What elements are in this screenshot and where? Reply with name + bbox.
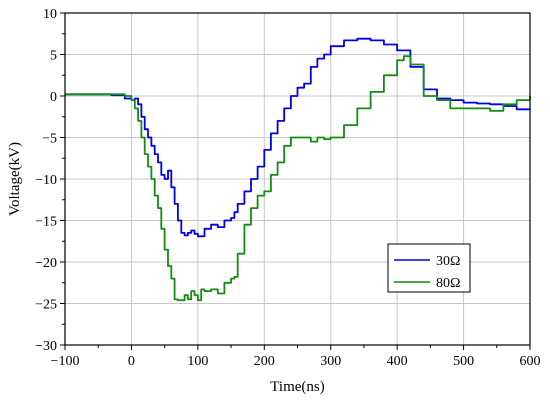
y-tick-label: 0	[50, 90, 57, 105]
y-tick-label: 10	[43, 7, 57, 22]
x-axis-title: Time(ns)	[270, 379, 324, 395]
x-tick-label: 400	[387, 354, 408, 369]
series-line-30ohm	[65, 37, 531, 238]
y-tick-label: −25	[35, 298, 57, 313]
y-tick-labels: −30 −25 −20 −15 −10 −5 0 5 10	[35, 7, 57, 354]
x-tick-label: 200	[254, 354, 275, 369]
x-tick-labels: −100 0 100 200 300 400 500 600	[51, 354, 541, 369]
x-tick-label: 300	[320, 354, 341, 369]
y-tick-label: −30	[35, 339, 57, 354]
series-layer	[65, 37, 531, 302]
x-tick-label: 100	[187, 354, 208, 369]
legend-label-30ohm: 30Ω	[436, 254, 460, 269]
legend-label-80ohm: 80Ω	[436, 276, 460, 291]
axis-ticks	[60, 12, 531, 350]
y-tick-label: −20	[35, 256, 57, 271]
y-tick-label: 5	[50, 49, 57, 64]
y-tick-label: −15	[35, 215, 57, 230]
y-tick-label: −10	[35, 173, 57, 188]
y-tick-label: −5	[42, 132, 57, 147]
y-axis-title: Voltage(kV)	[7, 142, 23, 216]
x-tick-label: 500	[453, 354, 474, 369]
legend-box	[387, 243, 471, 293]
grid-lines	[64, 12, 531, 346]
x-tick-label: 0	[128, 354, 135, 369]
x-tick-label: −100	[51, 354, 80, 369]
legend: 30Ω 80Ω	[387, 243, 471, 293]
series-line-80ohm	[65, 55, 531, 302]
x-tick-label: 600	[520, 354, 541, 369]
